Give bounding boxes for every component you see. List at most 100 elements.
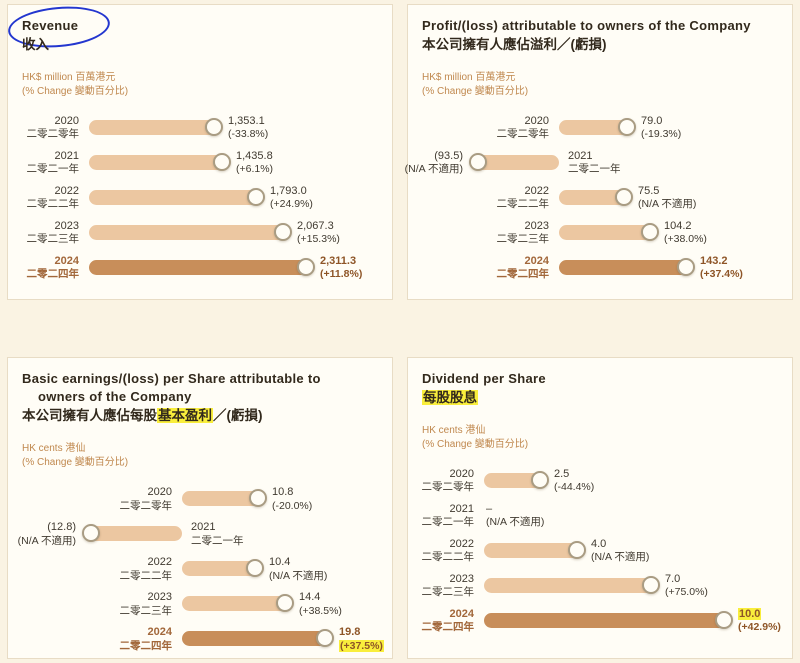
highlighted-title-text: 每股股息 [422,390,478,406]
change-text: (-33.8%) [228,128,269,141]
title-line: owners of the Company [38,389,192,405]
title-zh-text: ／(虧損) [213,408,263,424]
value-label: 2,311.3 (+11.8%) [320,254,362,282]
title-line: Basic earnings/(loss) per Share attribut… [22,371,321,386]
value-label: 1,793.0 (+24.9%) [270,184,313,212]
value-label: 2.5 (-44.4%) [554,467,594,495]
value-text: 104.2 [664,220,692,233]
title-line: Revenue [22,18,79,33]
value-text: 2,067.3 [297,220,334,233]
chart-row-2020: 2020 二零二零年 79.0 (-19.3%) [422,110,778,145]
value-label: 1,353.1 (-33.8%) [228,114,268,142]
chart-row-2024: 2024 二零二四年 143.2 (+37.4%) [422,250,778,285]
chart-rows: 2020 二零二零年 10.8 (-20.0%) 2021 二零二一年 (12.8) (N/A… [18,481,384,656]
bar-end-knob [213,153,231,172]
value-label: – (N/A 不適用) [486,502,544,530]
chart-title: Revenue 收入 [22,17,378,55]
year-label: 2020 二零二零年 [26,115,80,141]
year-label: 2021 二零二一年 [421,503,475,529]
value-text: 7.0 [665,573,681,586]
value-bar [484,543,582,559]
value-text: 1,435.8 [236,150,273,163]
value-text: 19.8 [339,626,361,639]
value-bar [484,578,656,594]
bar-end-knob [205,118,223,137]
value-bar [89,155,227,171]
bar-end-knob [677,258,695,277]
bar-end-knob [276,594,294,613]
change-text: (N/A 不適用) [269,569,328,582]
change-text: (+42.9%) [738,621,781,634]
value-text: 143.2 [700,255,728,268]
value-bar [89,260,311,276]
change-text: (-44.4%) [554,481,595,494]
value-bar [89,225,288,241]
value-bar [182,561,260,577]
change-text: (+15.3%) [297,233,340,246]
bar-end-knob [469,153,487,172]
year-label: 2023 二零二三年 [119,591,173,617]
change-note: (% Change 變動百分比) [422,438,529,450]
title-zh-text: 本公司擁有人應佔每股 [22,408,157,424]
value-text: (12.8) [47,521,76,534]
change-text: (+37.5%) [339,639,384,652]
title-line: Dividend per Share [422,371,546,386]
value-text: 2.5 [554,468,570,481]
value-text: 1,353.1 [228,115,265,128]
chart-unit-block: HK$ million 百萬港元 (% Change 變動百分比) [422,71,778,98]
chart-rows: 2020 二零二零年 2.5 (-44.4%) 2021 二零二一年 – (N/A 不適用) 2… [421,463,781,638]
chart-row-2021: 2021 二零二一年 (93.5) (N/A 不適用) [405,145,778,180]
value-label: 10.4 (N/A 不適用) [269,555,327,583]
value-bar [89,190,261,206]
change-text: (-20.0%) [272,499,313,512]
chart-title-zh: 收入 [22,36,378,55]
chart-rows: 2020 二零二零年 79.0 (-19.3%) 2021 二零二一年 (93.5) (N/A… [405,110,778,285]
unit-label: HK cents 港仙 [422,425,486,437]
title-zh-text: 收入 [22,37,49,53]
chart-row-2022: 2022 二零二二年 1,793.0 (+24.9%) [22,180,378,215]
value-bar [484,473,545,489]
year-label: 2024 二零二四年 [26,255,80,281]
chart-row-2023: 2023 二零二三年 104.2 (+38.0%) [422,215,778,250]
year-label: 2024 二零二四年 [119,626,173,652]
value-bar [89,120,219,136]
chart-row-2020: 2020 二零二零年 1,353.1 (-33.8%) [22,110,378,145]
value-bar [559,260,691,276]
chart-title: Profit/(loss) attributable to owners of … [422,17,778,55]
chart-row-2021: 2021 二零二一年 – (N/A 不適用) [422,498,778,533]
unit-label: HK cents 港仙 [22,443,86,455]
value-label: 2,067.3 (+15.3%) [297,219,340,247]
bar-end-knob [641,223,659,242]
chart-panel-eps: Basic earnings/(loss) per Share attribut… [7,357,393,659]
value-label: 14.4 (+38.5%) [299,590,342,618]
chart-panel-revenue: Revenue 收入 HK$ million 百萬港元 (% Change 變動… [6,2,393,300]
chart-title-zh: 本公司擁有人應佔每股基本盈利／(虧損) [22,407,378,426]
value-bar [182,596,290,612]
change-text: (-19.3%) [641,128,682,141]
year-label: 2020 二零二零年 [421,468,475,494]
bar-end-knob [642,576,660,595]
chart-title: Dividend per Share 每股股息 [422,370,778,408]
value-bar-negative [473,155,559,171]
chart-title-zh: 本公司擁有人應佔溢利／(虧損) [422,36,778,55]
year-label: 2021 二零二一年 [26,150,80,176]
chart-title: Basic earnings/(loss) per Share attribut… [22,370,378,426]
value-label: (93.5) (N/A 不適用) [405,149,463,177]
value-label: 79.0 (-19.3%) [641,114,681,142]
chart-title-en: Profit/(loss) attributable to owners of … [422,17,778,35]
value-text: 75.5 [638,185,660,198]
title-zh-text: 本公司擁有人應佔溢利／(虧損) [422,37,607,53]
change-note: (% Change 變動百分比) [22,85,129,97]
change-text: (N/A 不適用) [486,516,545,529]
year-label: 2023 二零二三年 [496,220,550,246]
chart-row-2023: 2023 二零二三年 7.0 (+75.0%) [422,568,778,603]
value-bar [182,491,263,507]
year-label: 2022 二零二二年 [496,185,550,211]
year-label: 2020 二零二零年 [119,486,173,512]
value-bar [484,613,729,629]
year-label: 2023 二零二三年 [26,220,80,246]
chart-unit-block: HK cents 港仙 (% Change 變動百分比) [22,442,378,469]
change-text: (+6.1%) [236,163,274,176]
bar-end-knob [618,118,636,137]
change-text: (N/A 不適用) [404,163,463,176]
